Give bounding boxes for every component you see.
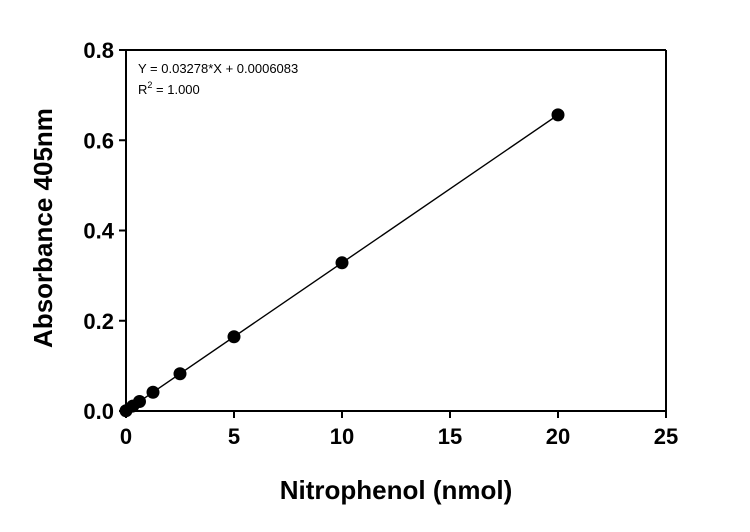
data-point	[133, 394, 146, 408]
r-squared-symbol: R	[138, 82, 147, 97]
y-tick-label: 0.0	[83, 399, 114, 424]
data-point	[146, 385, 160, 399]
x-tick-label: 10	[330, 424, 354, 449]
y-tick-label: 0.8	[83, 38, 114, 63]
y-axis-ticks: 0.0 0.2 0.4 0.6 0.8	[83, 38, 126, 424]
x-tick-label: 25	[654, 424, 678, 449]
r-squared-label: R2 = 1.000	[138, 80, 200, 97]
data-point	[227, 330, 241, 344]
fit-equation: Y = 0.03278*X + 0.0006083	[138, 61, 298, 76]
data-point	[335, 256, 349, 270]
y-tick-label: 0.6	[83, 128, 114, 153]
x-tick-label: 20	[546, 424, 570, 449]
r-squared-superscript: 2	[147, 80, 152, 90]
r-squared-value: = 1.000	[152, 82, 199, 97]
x-axis-title: Nitrophenol (nmol)	[280, 475, 513, 505]
x-tick-label: 15	[438, 424, 462, 449]
x-tick-label: 5	[228, 424, 240, 449]
x-axis-ticks: 0 5 10 15 20 25	[120, 411, 678, 449]
data-points-group	[119, 108, 565, 418]
y-axis-title: Absorbance 405nm	[28, 108, 58, 348]
x-tick-label: 0	[120, 424, 132, 449]
data-point	[551, 108, 565, 122]
data-point	[173, 367, 187, 381]
y-tick-label: 0.2	[83, 309, 114, 334]
y-tick-label: 0.4	[83, 219, 114, 244]
